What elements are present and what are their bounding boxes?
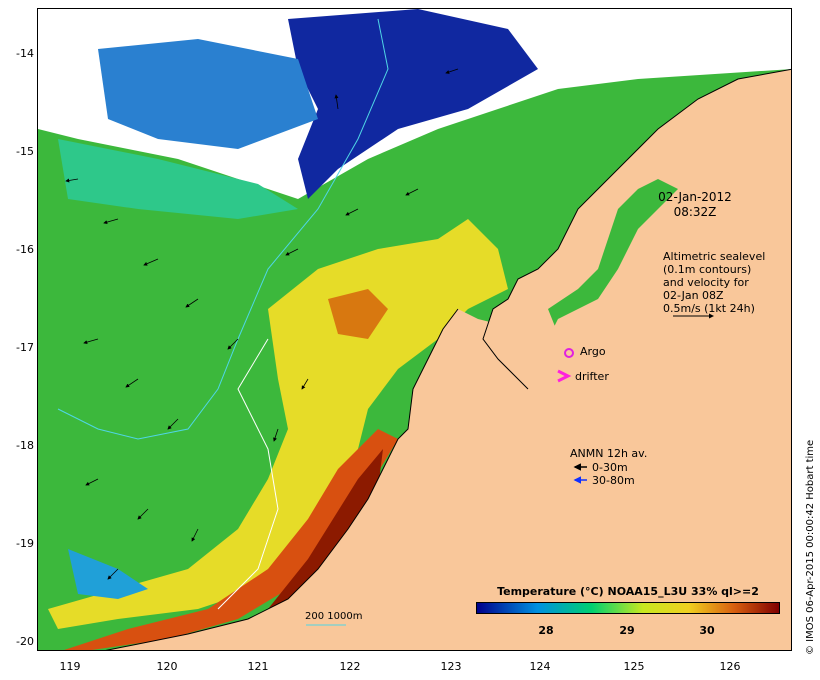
lon-tick: 122: [339, 660, 361, 673]
lon-tick: 124: [529, 660, 551, 673]
drifter-marker: [557, 369, 572, 383]
land: [108, 69, 791, 650]
altimetry-line: Altimetric sealevel: [663, 250, 766, 263]
velocity-arrows: [65, 68, 459, 580]
lat-tick: -16: [16, 243, 34, 256]
colorbar: [476, 602, 780, 614]
credit-line: © IMOS 06-Apr-2015 00:00:42 Hobart time: [805, 439, 816, 655]
isobath-200: [217, 338, 279, 610]
colorbar-tick: 28: [538, 624, 554, 637]
warm-patch: [328, 289, 388, 339]
colorbar-title: Temperature (°C) NOAA15_L3U 33% ql>=2: [497, 585, 759, 598]
hottest-coastal: [268, 449, 383, 609]
sst-map[interactable]: [37, 8, 792, 651]
colorbar-tick: 30: [699, 624, 715, 637]
lat-tick: -15: [16, 145, 34, 158]
drifter-label: drifter: [575, 370, 609, 383]
lon-tick: 123: [440, 660, 462, 673]
cool-patch: [68, 549, 148, 599]
cloud-edge-3: [58, 139, 298, 219]
lon-tick: 119: [59, 660, 81, 673]
lat-tick: -14: [16, 47, 34, 60]
cloud-edge-2: [98, 39, 318, 149]
lon-tick: 121: [247, 660, 269, 673]
altimetry-line: (0.1m contours): [663, 263, 752, 276]
lon-tick: 120: [156, 660, 178, 673]
isobath-legend-label: 200 1000m: [305, 611, 363, 622]
lon-tick: 126: [719, 660, 741, 673]
lon-tick: 125: [623, 660, 645, 673]
timestamp-label: 02-Jan-2012 08:32Z: [650, 190, 740, 220]
colorbar-tick: 29: [619, 624, 635, 637]
sst-map-canvas: [38, 9, 791, 650]
coastline: [105, 68, 791, 650]
anmn-legend-title: ANMN 12h av.: [570, 447, 648, 460]
altimetry-line: 0.5m/s (1kt 24h): [663, 302, 755, 315]
altimetry-note: Altimetric sealevel (0.1m contours) and …: [663, 250, 773, 315]
lat-tick: -18: [16, 439, 34, 452]
lat-tick: -19: [16, 537, 34, 550]
altimetry-line: 02-Jan 08Z: [663, 289, 724, 302]
timestamp-time: 08:32Z: [673, 205, 717, 219]
warm-band: [48, 219, 508, 629]
timestamp-date: 02-Jan-2012: [658, 190, 732, 204]
argo-marker: [564, 348, 574, 358]
lat-tick: -17: [16, 341, 34, 354]
anmn-legend-deep: 30-80m: [592, 474, 635, 487]
argo-label: Argo: [580, 345, 606, 358]
anmn-legend-shallow: 0-30m: [592, 461, 628, 474]
hot-coastal: [64, 429, 398, 650]
lat-tick: -20: [16, 635, 34, 648]
altimetry-line: and velocity for: [663, 276, 749, 289]
